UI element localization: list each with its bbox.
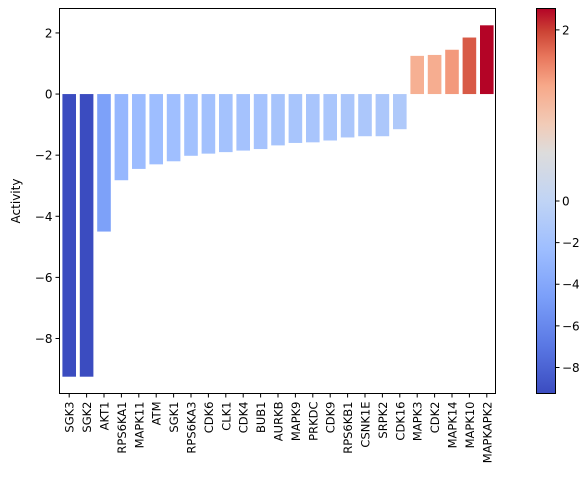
bar-mapk3 <box>410 55 424 95</box>
bar-mapkapk2 <box>480 25 494 95</box>
bar-sgk2 <box>79 94 94 377</box>
bar-mapk11 <box>132 94 146 169</box>
x-tick-label: RPS6KA1 <box>115 402 129 454</box>
colorbar-ticks: −8 −6 −4 −2 0 2 <box>555 23 580 375</box>
x-tick-label: RPS6KB1 <box>341 402 355 454</box>
bar-mapk14 <box>445 49 459 95</box>
y-tick-label: −4 <box>35 210 53 224</box>
x-tick-label: CDK4 <box>237 402 251 434</box>
bar-cdk2 <box>427 54 442 95</box>
x-tick-label: AKT1 <box>98 402 112 431</box>
y-tick-label: −2 <box>35 149 53 163</box>
x-tick-label: CLK1 <box>219 402 233 431</box>
bar-mapk9 <box>288 94 303 143</box>
bar-cdk4 <box>236 94 250 151</box>
colorbar-tick-label: −6 <box>562 319 580 333</box>
x-tick-label: MAPK14 <box>446 402 460 449</box>
colorbar-tick-label: −2 <box>562 236 580 250</box>
bar-sgk1 <box>166 94 181 162</box>
x-tick-label: RPS6KA3 <box>185 402 199 454</box>
y-tick-label: −8 <box>35 332 53 346</box>
y-tick-label: 0 <box>45 88 53 102</box>
bar-prkdc <box>306 94 320 143</box>
colorbar-gradient <box>536 8 556 394</box>
y-axis: −8 −6 −4 −2 0 2 <box>35 26 60 346</box>
x-tick-label: MAPK11 <box>132 402 146 449</box>
x-tick-label: AURKB <box>272 401 286 441</box>
x-tick-label: MAPKAPK2 <box>480 402 494 464</box>
y-tick-label: 2 <box>45 26 53 40</box>
colorbar-tick-label: 2 <box>562 23 570 37</box>
bar-cdk16 <box>393 94 407 130</box>
x-tick-label: CDK9 <box>324 402 338 434</box>
bar-cdk6 <box>201 94 216 154</box>
plot-frame <box>59 8 496 394</box>
bar-akt1 <box>97 94 111 232</box>
colorbar-tick-label: −4 <box>562 278 580 292</box>
bars-group <box>62 25 494 377</box>
x-tick-label: SRPK2 <box>376 402 390 439</box>
bar-bub1 <box>253 94 268 150</box>
x-tick-label: PRKDC <box>306 402 320 441</box>
x-tick-label: CSNK1E <box>359 402 373 448</box>
bar-rps6ka3 <box>184 94 198 156</box>
colorbar-tick-label: 0 <box>562 195 570 209</box>
x-tick-label: MAPK10 <box>463 402 477 449</box>
y-axis-label: Activity <box>9 179 23 224</box>
x-tick-label: CDK2 <box>428 402 442 434</box>
bar-aurkb <box>271 94 285 146</box>
x-tick-label: SGK1 <box>167 402 181 433</box>
bar-srpk2 <box>375 94 390 137</box>
colorbar-tick-label: −8 <box>562 361 580 375</box>
x-tick-label: SGK2 <box>80 402 94 433</box>
bar-rps6ka1 <box>114 94 129 181</box>
bar-cdk9 <box>323 94 337 141</box>
x-tick-label: CDK6 <box>202 402 216 434</box>
x-tick-label: BUB1 <box>254 402 268 434</box>
x-tick-label: MAPK3 <box>411 402 425 442</box>
bar-csnk1e <box>358 94 372 137</box>
y-tick-label: −6 <box>35 271 53 285</box>
x-axis: SGK3 SGK2 AKT1 RPS6KA1 MAPK11 ATM SGK1 RPS6KA3 C… <box>63 393 494 464</box>
x-tick-label: CDK16 <box>393 402 407 441</box>
bar-rps6kb1 <box>340 94 355 138</box>
bar-sgk3 <box>62 94 76 377</box>
x-tick-label: ATM <box>150 402 164 426</box>
bar-mapk10 <box>462 37 477 95</box>
bar-atm <box>149 94 163 165</box>
colorbar: −8 −6 −4 −2 0 2 <box>536 8 580 394</box>
bar-clk1 <box>219 94 233 153</box>
x-tick-label: MAPK9 <box>289 402 303 442</box>
x-tick-label: SGK3 <box>63 402 77 433</box>
